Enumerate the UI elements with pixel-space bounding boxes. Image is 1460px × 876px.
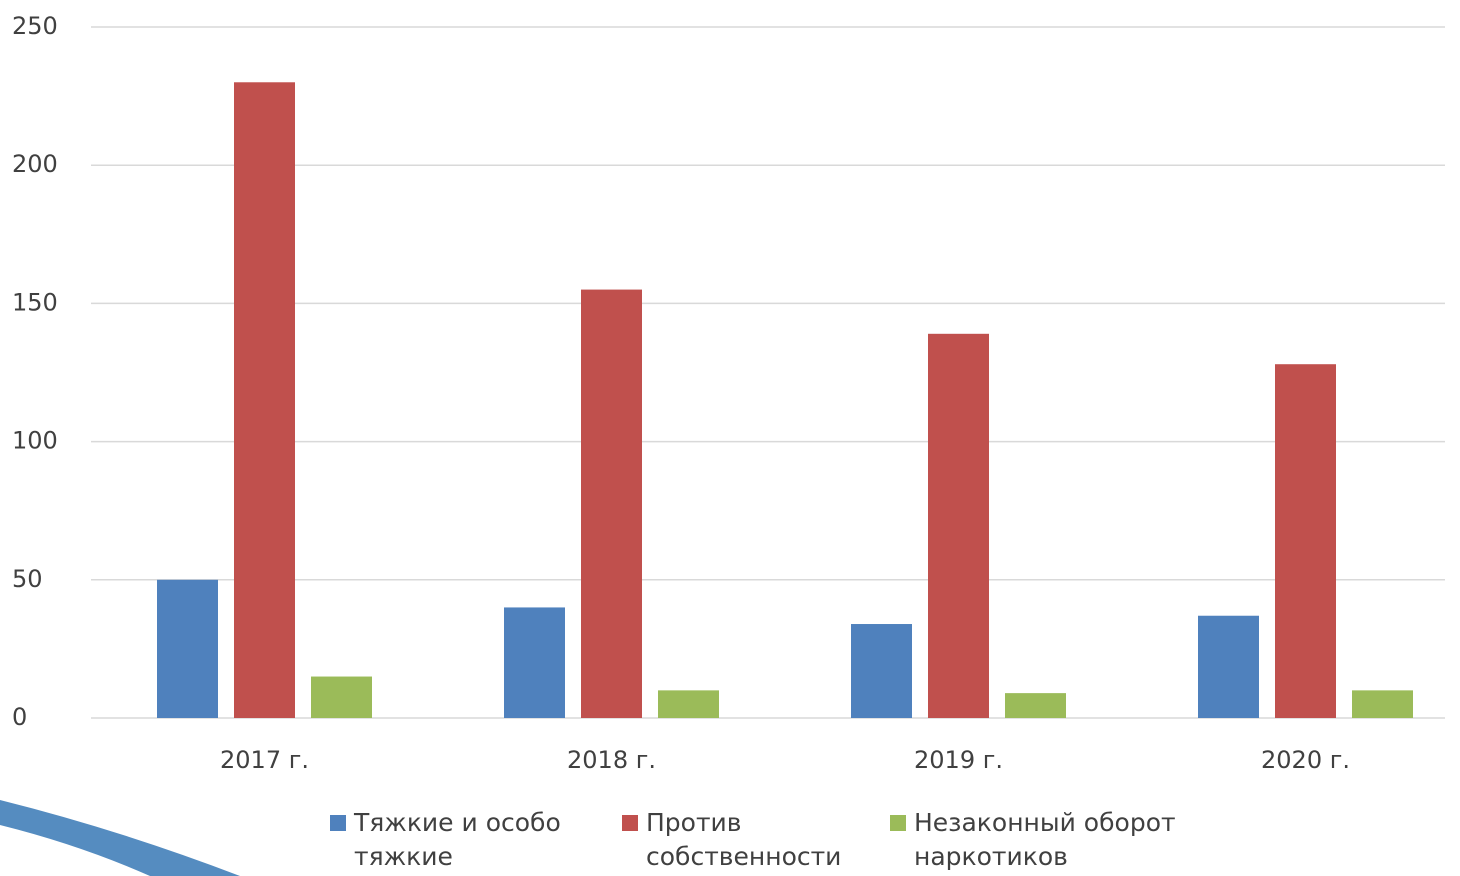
x-tick-label: 2017 г. xyxy=(220,746,309,774)
bar xyxy=(1005,693,1066,718)
bar xyxy=(851,624,912,718)
legend-swatch xyxy=(622,815,638,831)
legend-label: Тяжкие и особо тяжкие xyxy=(354,808,561,871)
bar xyxy=(928,333,989,718)
legend-swatch xyxy=(330,815,346,831)
legend-swatch xyxy=(890,815,906,831)
bar xyxy=(658,690,719,718)
bar xyxy=(311,676,372,718)
x-tick-label: 2020 г. xyxy=(1261,746,1350,774)
bar xyxy=(157,579,218,718)
y-tick-label: 50 xyxy=(12,565,43,593)
y-tick-label: 200 xyxy=(12,150,58,178)
x-tick-label: 2019 г. xyxy=(914,746,1003,774)
y-tick-label: 0 xyxy=(12,703,27,731)
bar xyxy=(1275,364,1336,718)
x-tick-label: 2018 г. xyxy=(567,746,656,774)
bar xyxy=(581,289,642,718)
legend-label: Незаконный оборот наркотиков xyxy=(914,808,1176,871)
y-tick-label: 250 xyxy=(12,12,58,40)
bar xyxy=(504,607,565,718)
decoration xyxy=(0,800,240,876)
y-tick-label: 150 xyxy=(12,288,58,316)
bar xyxy=(1198,615,1259,718)
bar xyxy=(234,82,295,718)
y-tick-label: 100 xyxy=(12,427,58,455)
bar xyxy=(1352,690,1413,718)
legend-label: Против собственности xyxy=(646,808,842,871)
